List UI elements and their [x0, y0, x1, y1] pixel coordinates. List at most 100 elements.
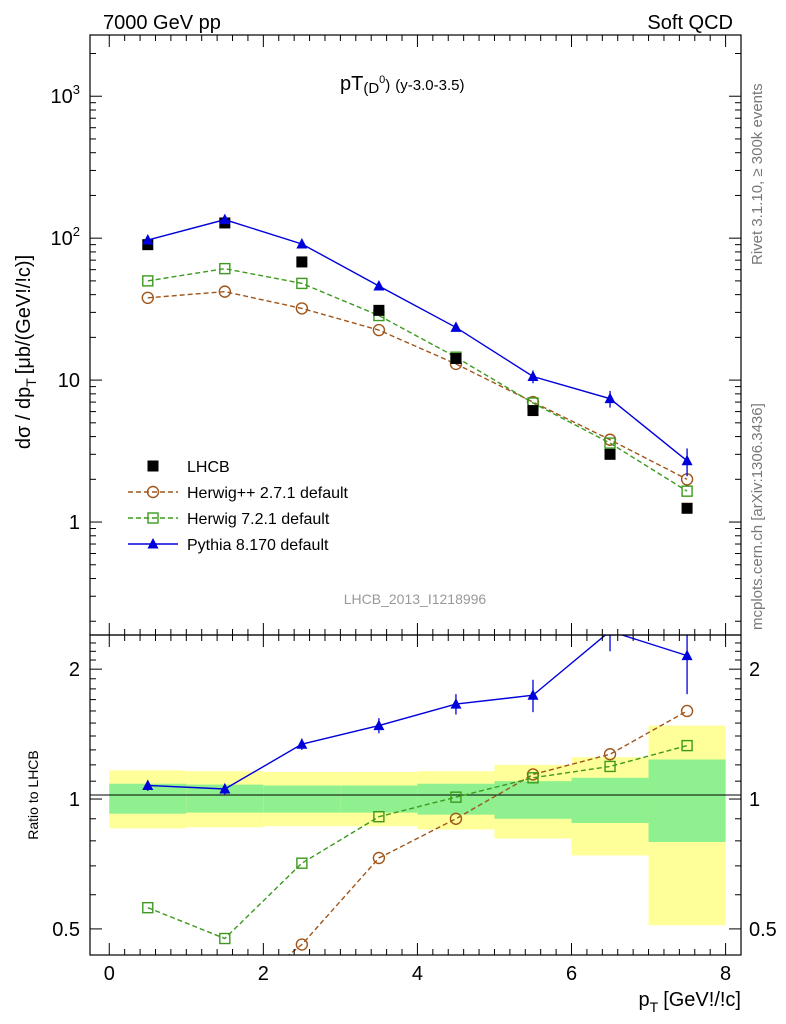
ratio-ticks: 0.5 0.5 1 1 2 2 0 2 4 6 8 — [52, 635, 777, 985]
band-inner — [263, 785, 341, 813]
data-point — [450, 791, 462, 803]
header-left-title: 7000 GeV pp — [103, 12, 221, 34]
data-point — [681, 454, 693, 466]
y-tick-label: 103 — [51, 82, 80, 108]
xlabel-base: p — [639, 989, 650, 1011]
legend-label: Pythia 8.170 default — [187, 537, 329, 554]
legend-marker — [146, 485, 160, 499]
data-point — [373, 304, 385, 316]
data-point — [141, 291, 154, 305]
x-tick-label: 6 — [566, 963, 577, 985]
data-point — [296, 857, 308, 869]
mcplots-label: mcplots.cern.ch [arXiv:1306.3436] — [749, 403, 766, 630]
ratio-bands — [109, 725, 726, 926]
data-point — [219, 932, 231, 945]
ratio-y-tick-label-right: 0.5 — [749, 919, 777, 941]
band-inner — [340, 785, 418, 813]
legend-item: Herwig 7.2.1 default — [128, 511, 330, 528]
legend-label: Herwig 7.2.1 default — [187, 511, 330, 528]
data-point — [372, 851, 386, 865]
plot-title: pT(D0) (y-3.0-3.5) — [340, 73, 464, 97]
xlabel-sub: T — [650, 999, 659, 1015]
band-inner — [648, 759, 726, 843]
data-point — [604, 392, 616, 404]
series-line — [147, 744, 688, 940]
band-inner — [417, 783, 495, 815]
plot-title-range: (y-3.0-3.5) — [395, 77, 464, 94]
ratio-y-tick-label: 2 — [69, 659, 80, 681]
main-series-pythia — [142, 213, 693, 477]
data-point — [373, 280, 385, 291]
band-inner — [494, 781, 572, 819]
main-series — [141, 213, 694, 514]
ratio-series-herwig — [142, 739, 693, 945]
data-point — [219, 262, 231, 275]
xlabel-unit: [GeV!/!c] — [663, 989, 741, 1011]
data-point — [527, 405, 539, 417]
data-point — [604, 760, 616, 773]
data-point — [527, 370, 539, 382]
data-point — [296, 256, 308, 268]
legend-item: Herwig++ 2.7.1 default — [128, 485, 349, 502]
legend: LHCB Herwig++ 2.7.1 default Herwig 7.2.1 d… — [128, 459, 349, 554]
data-point — [296, 237, 308, 249]
x-tick-label: 2 — [258, 963, 269, 985]
rivet-label: Rivet 3.1.10, ≥ 300k events — [749, 83, 766, 265]
series-line — [147, 218, 688, 462]
data-point — [372, 323, 386, 337]
data-point — [295, 302, 309, 315]
data-point — [450, 321, 462, 332]
data-point — [142, 901, 154, 914]
legend-label: Herwig++ 2.7.1 default — [187, 485, 349, 502]
x-tick-label: 0 — [104, 963, 115, 985]
data-point — [295, 938, 309, 951]
legend-marker — [147, 512, 159, 524]
data-point — [604, 437, 616, 449]
ratio-y-axis-label: Ratio to LHCB — [25, 750, 41, 839]
ratio-y-tick-label-right: 2 — [749, 659, 760, 681]
ratio-series — [142, 635, 694, 1012]
main-series-herwig — [142, 262, 693, 497]
data-point — [603, 748, 617, 761]
header-right-title: Soft QCD — [647, 12, 733, 34]
plot-title-sup: 0 — [379, 74, 385, 86]
data-point — [527, 689, 539, 700]
main-ylabel-unit: [μb/(GeV!/!c)] — [13, 255, 35, 374]
data-point — [373, 719, 385, 731]
data-point — [681, 485, 693, 497]
y-tick-label: 1 — [69, 512, 80, 534]
data-point — [296, 277, 308, 290]
data-point — [450, 698, 462, 709]
plot-title-main: pT — [340, 73, 363, 95]
plot-title-close: ) — [385, 77, 390, 94]
data-point — [681, 739, 693, 752]
x-tick-label: 8 — [720, 963, 731, 985]
x-axis-label: pT [GeV!/!c] — [639, 989, 742, 1015]
data-point — [219, 1001, 230, 1012]
data-point — [373, 811, 385, 823]
data-point — [450, 352, 462, 364]
main-ylabel-sub: T — [23, 378, 39, 387]
series-line — [147, 267, 688, 492]
data-point — [604, 635, 616, 636]
data-point — [296, 738, 308, 749]
series-line — [147, 290, 688, 480]
ratio-y-tick-label-right: 1 — [749, 789, 760, 811]
x-tick-label: 4 — [412, 963, 423, 985]
series-line — [147, 635, 688, 790]
y-tick-label: 10 — [58, 370, 80, 392]
data-point — [449, 812, 463, 825]
ratio-y-tick-label: 1 — [69, 789, 80, 811]
data-point — [218, 285, 232, 298]
plot-title-sub: (D — [363, 80, 379, 97]
data-point — [142, 239, 154, 251]
y-tick-label: 102 — [51, 224, 80, 250]
data-point — [527, 772, 539, 784]
data-point — [604, 448, 616, 460]
legend-marker — [147, 460, 159, 472]
main-ylabel-base: dσ / dp — [13, 387, 35, 449]
data-point — [680, 704, 694, 718]
